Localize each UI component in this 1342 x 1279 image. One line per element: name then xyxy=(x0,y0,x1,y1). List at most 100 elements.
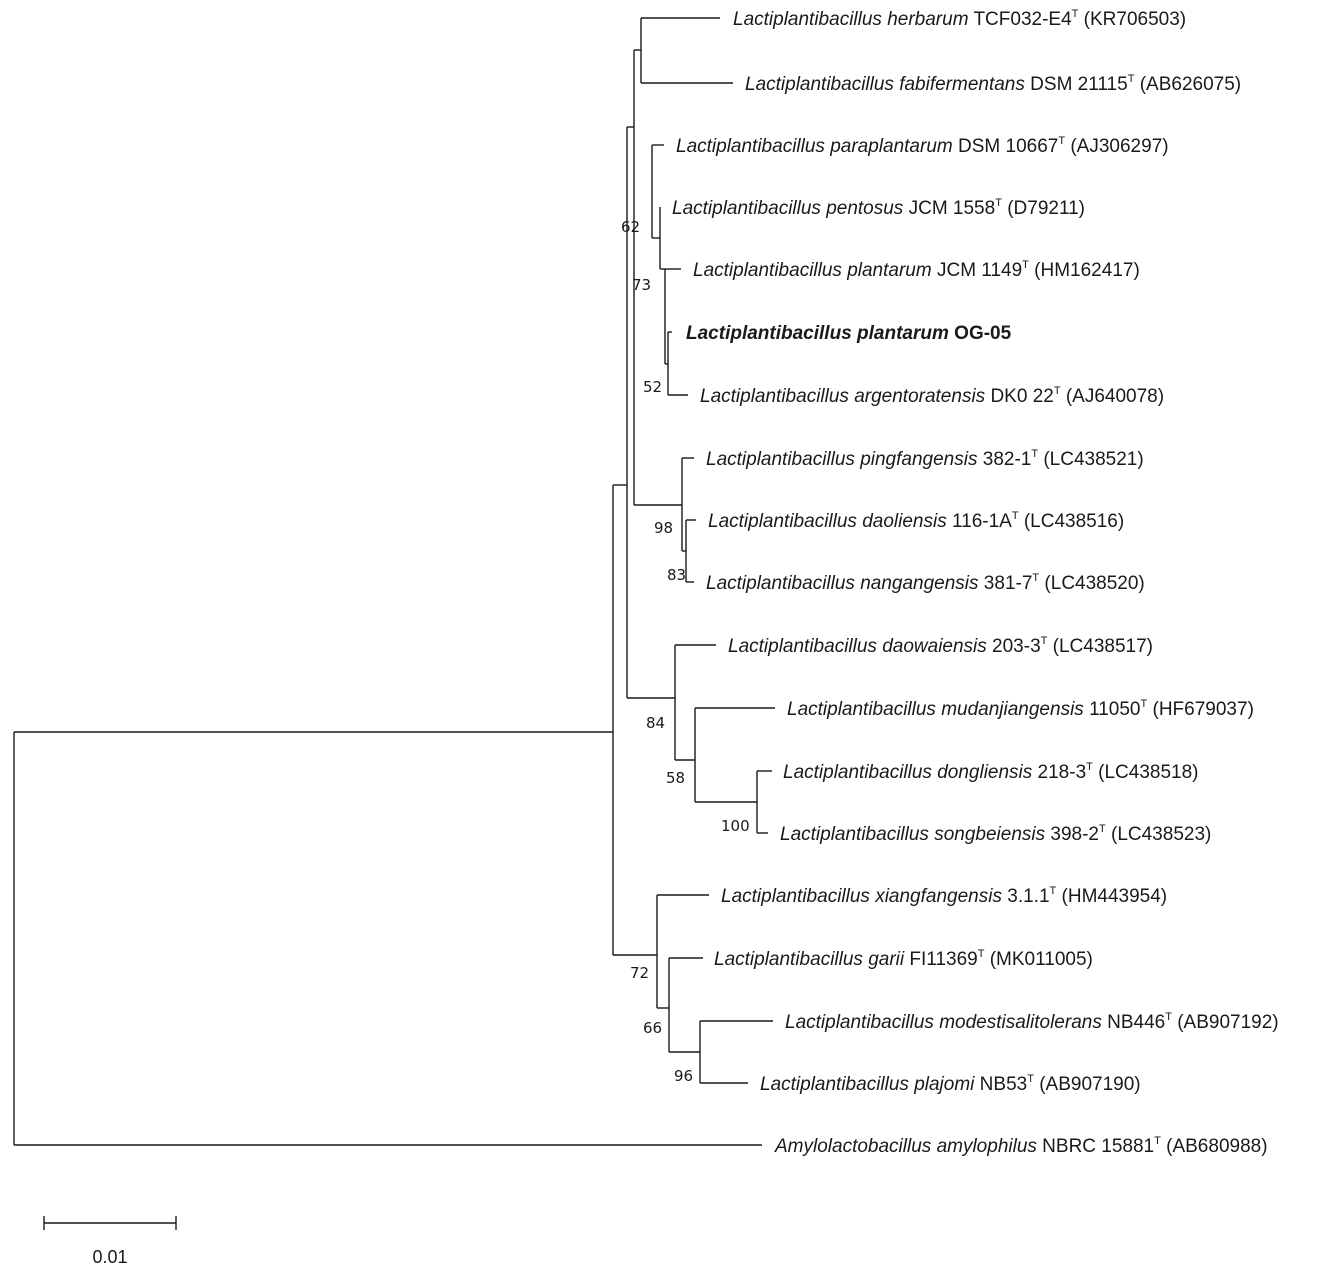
taxon-label-fabifermentans: Lactiplantibacillus fabifermentans DSM 2… xyxy=(745,73,1241,95)
taxon-label-xiangfangensis: Lactiplantibacillus xiangfangensis 3.1.1… xyxy=(721,885,1167,907)
taxon-accession: (HF679037) xyxy=(1147,699,1254,720)
taxon-accession: (LC438520) xyxy=(1039,573,1145,594)
type-strain-mark: T xyxy=(1032,572,1039,584)
taxon-binomial: Lactiplantibacillus nangangensis xyxy=(706,573,979,594)
scale-bar-label: 0.01 xyxy=(92,1247,127,1267)
taxon-labels: Lactiplantibacillus herbarum TCF032-E4T … xyxy=(672,8,1279,1157)
taxon-label-nangangensis: Lactiplantibacillus nangangensis 381-7T … xyxy=(706,572,1145,594)
taxon-accession: (AB626075) xyxy=(1134,74,1241,95)
taxon-binomial: Amylolactobacillus amylophilus xyxy=(774,1136,1037,1157)
taxon-binomial: Lactiplantibacillus fabifermentans xyxy=(745,74,1025,95)
taxon-label-songbeiensis: Lactiplantibacillus songbeiensis 398-2T … xyxy=(780,823,1211,845)
taxon-strain: 116-1A xyxy=(947,511,1012,532)
taxon-strain: 203-3 xyxy=(987,636,1041,657)
taxon-accession: (KR706503) xyxy=(1078,9,1186,30)
bootstrap-values: 62 73 52 98 83 84 58 100 72 66 96 xyxy=(621,218,750,1085)
bootstrap-value: 72 xyxy=(630,964,649,982)
type-strain-mark: T xyxy=(1128,73,1135,85)
type-strain-mark: T xyxy=(1027,1073,1034,1085)
taxon-binomial: Lactiplantibacillus herbarum xyxy=(733,9,969,30)
taxon-label-argentoratensis: Lactiplantibacillus argentoratensis DK0 … xyxy=(700,385,1164,407)
bootstrap-value: 84 xyxy=(646,714,665,732)
taxon-accession: (AB680988) xyxy=(1161,1136,1268,1157)
taxon-label-pentosus: Lactiplantibacillus pentosus JCM 1558T (… xyxy=(672,197,1085,219)
taxon-binomial: Lactiplantibacillus pentosus xyxy=(672,198,904,219)
taxon-strain: 218-3 xyxy=(1032,762,1086,783)
taxon-binomial: Lactiplantibacillus plajomi xyxy=(760,1074,975,1095)
taxon-strain: JCM 1149 xyxy=(932,260,1022,281)
taxon-strain: JCM 1558 xyxy=(903,198,995,219)
taxon-accession: (LC438521) xyxy=(1038,449,1144,470)
type-strain-mark: T xyxy=(1086,761,1093,773)
bootstrap-value: 83 xyxy=(667,566,686,584)
taxon-label-daowaiensis: Lactiplantibacillus daowaiensis 203-3T (… xyxy=(728,635,1153,657)
taxon-binomial: Lactiplantibacillus plantarum xyxy=(693,260,932,281)
taxon-binomial: Lactiplantibacillus xiangfangensis xyxy=(721,886,1002,907)
type-strain-mark: T xyxy=(1072,8,1079,20)
taxon-accession: (LC438523) xyxy=(1106,824,1212,845)
taxon-accession: (MK011005) xyxy=(984,949,1092,970)
taxon-accession: (AJ306297) xyxy=(1065,136,1169,157)
taxon-strain: 382-1 xyxy=(977,449,1031,470)
taxon-accession: (D79211) xyxy=(1002,198,1085,219)
taxon-binomial: Lactiplantibacillus daoliensis xyxy=(708,511,947,532)
taxon-binomial: Lactiplantibacillus mudanjiangensis xyxy=(787,699,1084,720)
taxon-strain: TCF032-E4 xyxy=(969,9,1073,30)
taxon-binomial: Lactiplantibacillus garii xyxy=(714,949,905,970)
bootstrap-value: 66 xyxy=(643,1019,662,1037)
taxon-accession: (AB907192) xyxy=(1172,1012,1279,1033)
taxon-label-amylophilus: Amylolactobacillus amylophilus NBRC 1588… xyxy=(774,1135,1268,1157)
tree-branches xyxy=(13,17,775,1146)
taxon-accession: (AJ640078) xyxy=(1061,386,1165,407)
taxon-label-modestisalitolerans: Lactiplantibacillus modestisalitolerans … xyxy=(785,1011,1279,1033)
taxon-strain: NB53 xyxy=(974,1074,1027,1095)
taxon-binomial: Lactiplantibacillus daowaiensis xyxy=(728,636,987,657)
taxon-strain: DSM 10667 xyxy=(953,136,1059,157)
type-strain-mark: T xyxy=(1050,885,1057,897)
type-strain-mark: T xyxy=(1054,385,1061,397)
type-strain-mark: T xyxy=(1031,448,1038,460)
taxon-strain: 398-2 xyxy=(1045,824,1099,845)
type-strain-mark: T xyxy=(1154,1135,1161,1147)
taxon-binomial: Lactiplantibacillus plantarum xyxy=(686,323,949,344)
taxon-label-dongliensis: Lactiplantibacillus dongliensis 218-3T (… xyxy=(783,761,1199,783)
type-strain-mark: T xyxy=(1022,259,1029,271)
taxon-strain: NB446 xyxy=(1102,1012,1165,1033)
taxon-strain: NBRC 15881 xyxy=(1037,1136,1154,1157)
type-strain-mark: T xyxy=(1041,635,1048,647)
taxon-accession: (LC438516) xyxy=(1019,511,1125,532)
taxon-label-plantarum: Lactiplantibacillus plantarum JCM 1149T … xyxy=(693,259,1140,281)
type-strain-mark: T xyxy=(1165,1011,1172,1023)
taxon-strain: DSM 21115 xyxy=(1025,74,1128,95)
taxon-strain: 381-7 xyxy=(979,573,1033,594)
taxon-label-paraplantarum: Lactiplantibacillus paraplantarum DSM 10… xyxy=(676,135,1169,157)
bootstrap-value: 58 xyxy=(666,769,685,787)
taxon-accession: (AB907190) xyxy=(1034,1074,1141,1095)
bootstrap-value: 98 xyxy=(654,519,673,537)
taxon-accession: (LC438517) xyxy=(1047,636,1153,657)
type-strain-mark: T xyxy=(995,197,1002,209)
taxon-binomial: Lactiplantibacillus argentoratensis xyxy=(700,386,986,407)
taxon-accession: (LC438518) xyxy=(1093,762,1199,783)
taxon-label-pingfangensis: Lactiplantibacillus pingfangensis 382-1T… xyxy=(706,448,1144,470)
bootstrap-value: 100 xyxy=(721,817,750,835)
taxon-accession: (HM443954) xyxy=(1056,886,1167,907)
taxon-label-garii: Lactiplantibacillus garii FI11369T (MK01… xyxy=(714,948,1093,970)
taxon-label-mudanjiangensis: Lactiplantibacillus mudanjiangensis 1105… xyxy=(787,698,1254,720)
taxon-binomial: Lactiplantibacillus songbeiensis xyxy=(780,824,1046,845)
taxon-label-daoliensis: Lactiplantibacillus daoliensis 116-1AT (… xyxy=(708,510,1124,532)
taxon-binomial: Lactiplantibacillus pingfangensis xyxy=(706,449,978,470)
taxon-strain: DK0 22 xyxy=(985,386,1054,407)
taxon-binomial: Lactiplantibacillus modestisalitolerans xyxy=(785,1012,1102,1033)
taxon-binomial: Lactiplantibacillus dongliensis xyxy=(783,762,1033,783)
taxon-label-plajomi: Lactiplantibacillus plajomi NB53T (AB907… xyxy=(760,1073,1141,1095)
bootstrap-value: 96 xyxy=(674,1067,693,1085)
taxon-label-og05: Lactiplantibacillus plantarum OG-05 xyxy=(686,323,1012,344)
taxon-strain: FI11369 xyxy=(904,949,978,970)
type-strain-mark: T xyxy=(1058,135,1065,147)
bootstrap-value: 73 xyxy=(632,276,651,294)
type-strain-mark: T xyxy=(1012,510,1019,522)
taxon-strain: 3.1.1 xyxy=(1002,886,1050,907)
taxon-strain: 11050 xyxy=(1084,699,1141,720)
